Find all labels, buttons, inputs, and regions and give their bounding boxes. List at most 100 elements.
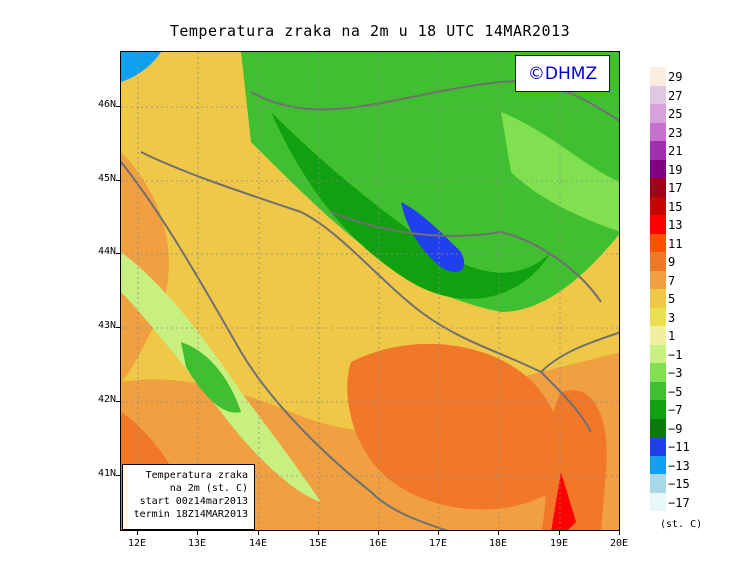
border-south bbox=[540, 331, 619, 373]
legend-label: 11 bbox=[668, 236, 683, 251]
legend-label: −13 bbox=[668, 458, 690, 473]
warm-zone-italy bbox=[121, 152, 169, 382]
legend-label: 23 bbox=[668, 125, 683, 140]
lon-label: 20E bbox=[609, 538, 629, 549]
legend-label: 1 bbox=[668, 329, 676, 343]
cold-zone-alps bbox=[121, 52, 161, 82]
lon-tick bbox=[137, 531, 138, 535]
legend-label: 21 bbox=[668, 144, 683, 158]
legend-label: −9 bbox=[668, 421, 683, 436]
legend-label: 29 bbox=[668, 70, 683, 84]
lon-tick bbox=[197, 531, 198, 535]
hot-zone bbox=[551, 472, 576, 530]
lon-tick bbox=[318, 531, 319, 535]
legend-label: 15 bbox=[668, 199, 683, 214]
lon-label: 19E bbox=[549, 538, 569, 549]
legend-swatch bbox=[650, 178, 666, 197]
legend-label: 17 bbox=[668, 181, 683, 195]
legend-label: 27 bbox=[668, 88, 683, 103]
legend-label: −15 bbox=[668, 477, 690, 491]
legend-swatch bbox=[650, 67, 666, 86]
legend-swatch bbox=[650, 326, 666, 345]
warm-zone-sea bbox=[347, 343, 561, 510]
lon-label: 18E bbox=[488, 538, 508, 549]
lat-tick bbox=[116, 106, 120, 107]
graticule bbox=[121, 52, 619, 530]
dhmz-logo: ©DHMZ bbox=[515, 55, 610, 92]
legend-swatch bbox=[650, 270, 666, 289]
legend-label: −17 bbox=[668, 495, 690, 510]
legend-label: −11 bbox=[668, 440, 690, 454]
lon-label: 15E bbox=[308, 538, 328, 549]
lat-label: 42N bbox=[97, 394, 116, 405]
lon-tick bbox=[438, 531, 439, 535]
border-north bbox=[250, 80, 619, 122]
legend-units: (st. C) bbox=[660, 519, 703, 530]
legend-label: 3 bbox=[668, 310, 676, 325]
info-line-3: start 00z14mar2013 bbox=[139, 496, 248, 507]
legend-swatch bbox=[650, 104, 666, 123]
lon-tick bbox=[559, 531, 560, 535]
legend-swatch bbox=[650, 418, 666, 437]
legend-swatch bbox=[650, 252, 666, 271]
legend-label: 13 bbox=[668, 218, 683, 232]
lat-tick bbox=[116, 253, 120, 254]
lon-tick bbox=[498, 531, 499, 535]
lat-label: 43N bbox=[97, 320, 116, 331]
lat-tick bbox=[116, 327, 120, 328]
legend-label: 9 bbox=[668, 255, 676, 269]
legend-swatch bbox=[650, 122, 666, 141]
lon-label: 12E bbox=[127, 538, 147, 549]
legend-swatch bbox=[650, 233, 666, 252]
legend-swatch bbox=[650, 474, 666, 493]
legend-swatch bbox=[650, 215, 666, 234]
lat-tick bbox=[116, 475, 120, 476]
lon-tick bbox=[619, 531, 620, 535]
lon-tick bbox=[258, 531, 259, 535]
legend-label: −5 bbox=[668, 384, 683, 399]
coldest-zone bbox=[401, 202, 465, 272]
legend-label: −1 bbox=[668, 347, 683, 362]
lat-label: 44N bbox=[97, 246, 116, 257]
legend-swatch bbox=[650, 363, 666, 382]
cold-zone-apennine bbox=[181, 342, 241, 413]
lon-tick bbox=[378, 531, 379, 535]
legend-swatch bbox=[650, 307, 666, 326]
legend-label: −3 bbox=[668, 366, 683, 380]
mild-zone-pannonia bbox=[501, 112, 619, 232]
lat-tick bbox=[116, 401, 120, 402]
info-box: Temperatura zraka na 2m (st. C) start 00… bbox=[122, 464, 255, 530]
temperature-map bbox=[120, 51, 620, 531]
legend-label: 25 bbox=[668, 107, 683, 121]
lat-label: 41N bbox=[97, 468, 116, 479]
colder-zone-dinaric bbox=[271, 112, 551, 299]
legend-swatch bbox=[650, 85, 666, 104]
legend-label: 7 bbox=[668, 273, 676, 288]
lon-label: 13E bbox=[187, 538, 207, 549]
border-bosnia bbox=[330, 211, 602, 303]
legend-label: −7 bbox=[668, 403, 683, 417]
info-line-2: na 2m (st. C) bbox=[169, 483, 248, 494]
legend-swatch bbox=[650, 492, 666, 511]
legend-swatch bbox=[650, 437, 666, 456]
lon-label: 16E bbox=[368, 538, 388, 549]
map-canvas bbox=[121, 52, 619, 530]
coastline-east bbox=[140, 151, 592, 433]
lat-tick bbox=[116, 180, 120, 181]
legend-swatch bbox=[650, 400, 666, 419]
info-line-4: termin 18Z14MAR2013 bbox=[133, 509, 248, 520]
legend-swatch bbox=[650, 159, 666, 178]
legend-swatch bbox=[650, 381, 666, 400]
lat-label: 45N bbox=[97, 173, 116, 184]
map-title: Temperatura zraka na 2m u 18 UTC 14MAR20… bbox=[169, 22, 571, 40]
legend-swatch bbox=[650, 455, 666, 474]
lat-label: 46N bbox=[97, 99, 116, 110]
cold-zone-north bbox=[241, 52, 619, 312]
legend-label: 19 bbox=[668, 162, 683, 177]
legend-swatch bbox=[650, 196, 666, 215]
legend-label: 5 bbox=[668, 292, 676, 306]
lon-label: 17E bbox=[428, 538, 448, 549]
info-line-1: Temperatura zraka bbox=[145, 470, 248, 481]
legend-swatch bbox=[650, 344, 666, 363]
legend-swatch bbox=[650, 289, 666, 308]
